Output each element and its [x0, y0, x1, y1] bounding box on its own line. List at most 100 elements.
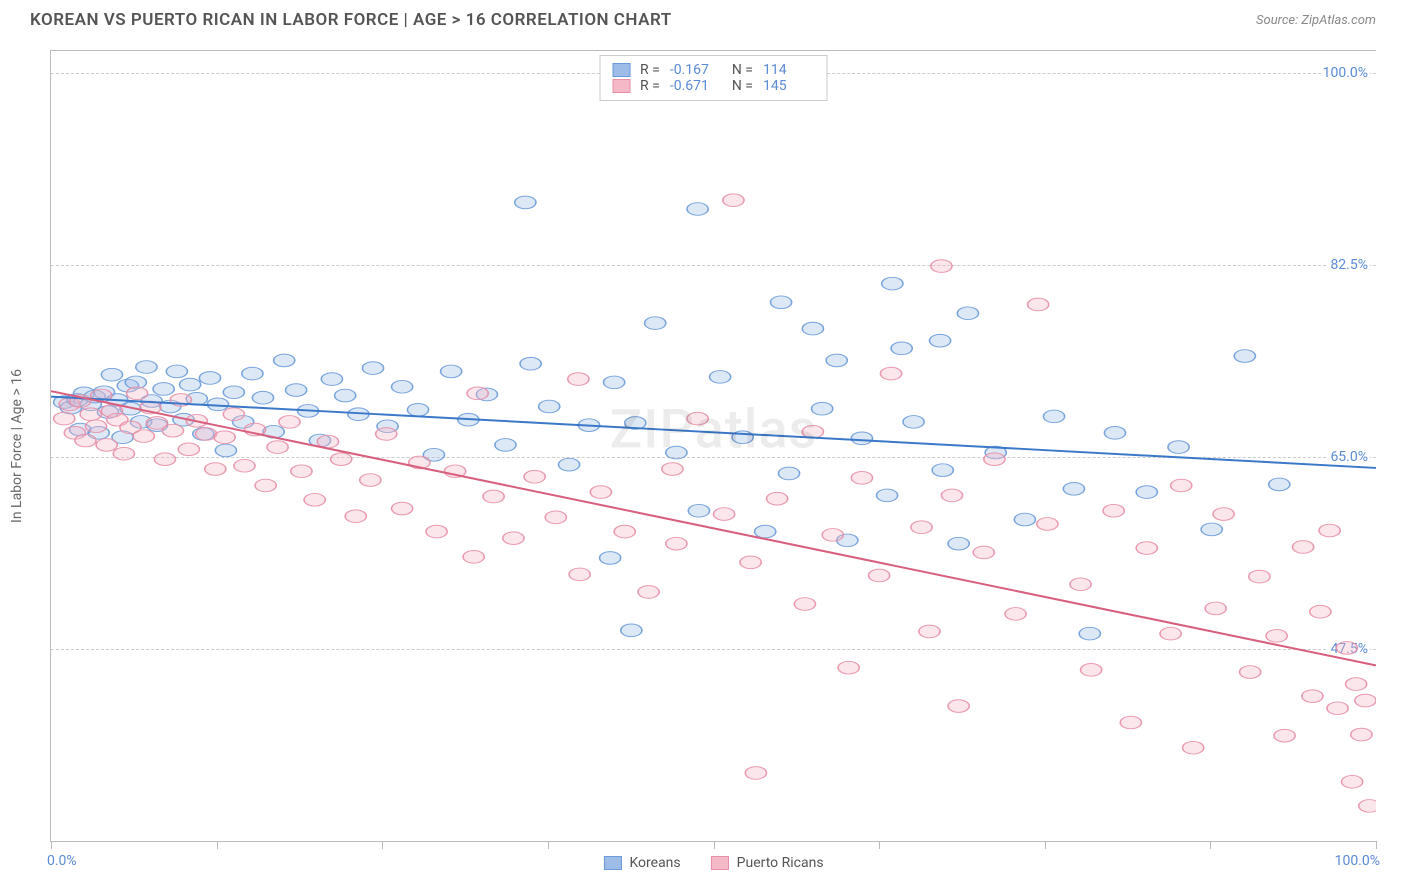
n-value-koreans: 114: [763, 62, 815, 78]
data-point: [558, 458, 579, 471]
data-point: [929, 334, 950, 347]
data-point: [932, 464, 953, 477]
data-point: [838, 661, 859, 674]
data-point: [234, 459, 255, 472]
data-point: [483, 490, 504, 503]
x-tick: [51, 841, 52, 849]
data-point: [1327, 702, 1348, 715]
chart-title: KOREAN VS PUERTO RICAN IN LABOR FORCE | …: [30, 10, 672, 30]
data-point: [569, 568, 590, 581]
data-point: [1234, 350, 1255, 363]
data-point: [802, 425, 823, 438]
data-point: [614, 525, 635, 538]
data-point: [1005, 608, 1026, 621]
data-point: [826, 354, 847, 367]
data-point: [1028, 298, 1049, 311]
data-point: [745, 767, 766, 780]
data-point: [335, 389, 356, 402]
legend-swatch-pr: [612, 79, 630, 93]
data-point: [1120, 716, 1141, 729]
data-point: [851, 432, 872, 445]
data-point: [199, 372, 220, 385]
data-point: [1269, 478, 1290, 491]
data-point: [214, 431, 235, 444]
data-point: [136, 361, 157, 374]
data-point: [223, 408, 244, 421]
data-point: [1079, 627, 1100, 640]
data-point: [96, 439, 117, 452]
data-point: [1274, 729, 1295, 742]
stats-legend: R = -0.167 N = 114 R = -0.671 N = 145: [599, 55, 828, 101]
series-legend: Koreans Puerto Ricans: [603, 855, 823, 871]
data-point: [931, 260, 952, 273]
legend-swatch-koreans: [603, 856, 621, 870]
x-tick: [1045, 841, 1046, 849]
data-point: [984, 453, 1005, 466]
data-point: [710, 371, 731, 384]
data-point: [127, 387, 148, 400]
r-value-koreans: -0.167: [670, 62, 722, 78]
data-point: [882, 277, 903, 290]
data-point: [345, 510, 366, 523]
series-name-koreans: Koreans: [629, 855, 680, 871]
data-point: [113, 447, 134, 460]
data-point: [1240, 666, 1261, 679]
data-point: [286, 384, 307, 397]
data-point: [948, 537, 969, 550]
data-point: [1136, 542, 1157, 555]
data-point: [1205, 602, 1226, 615]
data-point: [778, 467, 799, 480]
data-point: [973, 546, 994, 559]
data-point: [662, 463, 683, 476]
data-point: [1160, 627, 1181, 640]
data-point: [1183, 741, 1204, 754]
data-point: [911, 521, 932, 534]
data-point: [600, 552, 621, 565]
data-point: [794, 598, 815, 611]
data-point: [274, 354, 295, 367]
data-point: [180, 378, 201, 391]
data-point: [568, 373, 589, 386]
data-point: [869, 569, 890, 582]
data-point: [919, 625, 940, 638]
data-point: [957, 307, 978, 320]
data-point: [101, 368, 122, 381]
data-point: [1081, 664, 1102, 677]
chart-area: In Labor Force | Age > 16 R = -0.167 N =…: [50, 50, 1376, 842]
data-point: [467, 387, 488, 400]
data-point: [539, 400, 560, 413]
legend-swatch-koreans: [612, 63, 630, 77]
data-point: [687, 203, 708, 216]
data-point: [426, 525, 447, 538]
data-point: [688, 504, 709, 517]
data-point: [822, 529, 843, 542]
data-point: [392, 502, 413, 515]
series-name-pr: Puerto Ricans: [737, 855, 824, 871]
data-point: [267, 441, 288, 454]
n-label: N =: [732, 62, 753, 78]
data-point: [1351, 728, 1372, 741]
x-tick: [382, 841, 383, 849]
data-point: [1293, 541, 1314, 554]
data-point: [1213, 508, 1234, 521]
x-tick: [714, 841, 715, 849]
x-tick: [1210, 841, 1211, 849]
data-point: [1037, 518, 1058, 531]
data-point: [279, 416, 300, 429]
data-point: [666, 446, 687, 459]
data-point: [255, 479, 276, 492]
data-point: [178, 443, 199, 456]
r-label: R =: [640, 62, 660, 78]
data-point: [1070, 578, 1091, 591]
data-point: [666, 537, 687, 550]
data-point: [812, 402, 833, 415]
data-point: [714, 508, 735, 521]
n-value-pr: 145: [763, 78, 815, 94]
r-value-pr: -0.671: [670, 78, 722, 94]
data-point: [880, 367, 901, 380]
data-point: [331, 453, 352, 466]
data-point: [153, 383, 174, 396]
x-tick: [1376, 841, 1377, 849]
data-point: [1063, 482, 1084, 495]
data-point: [876, 489, 897, 502]
